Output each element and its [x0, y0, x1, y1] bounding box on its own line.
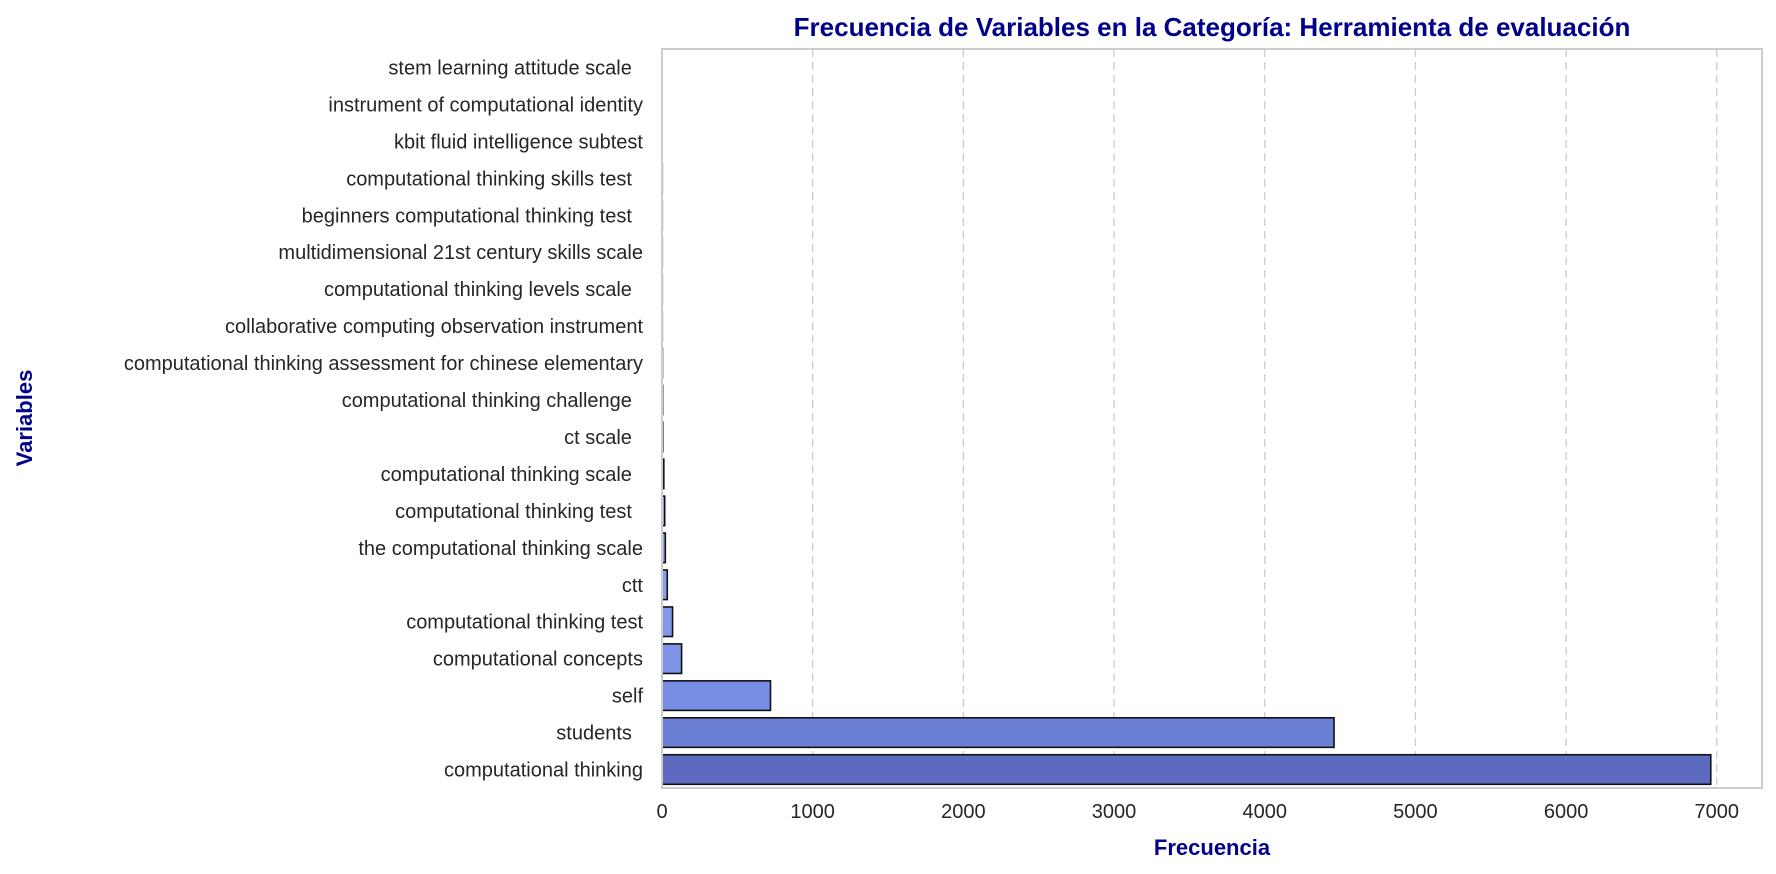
y-tick-label: beginners computational thinking test — [302, 205, 643, 227]
bar — [661, 680, 772, 712]
x-tick-label: 5000 — [1393, 801, 1438, 823]
chart-title: Frecuencia de Variables en la Categoría:… — [794, 12, 1631, 42]
y-tick-label: computational thinking skills test — [346, 168, 643, 190]
x-axis-label: Frecuencia — [1154, 835, 1271, 860]
plot-frame — [661, 48, 1763, 789]
y-tick-label: computational thinking — [444, 760, 643, 782]
x-tick-labels: 0 1000 2000 3000 4000 5000 6000 7000 — [656, 801, 1739, 823]
x-tick-label: 6000 — [1544, 801, 1589, 823]
x-tick-label: 0 — [656, 801, 667, 823]
bar — [661, 643, 683, 675]
x-tick-label: 7000 — [1695, 801, 1740, 823]
y-tick-label: collaborative computing observation inst… — [225, 316, 643, 338]
x-tick-label: 4000 — [1242, 801, 1287, 823]
y-tick-label: computational concepts — [433, 649, 643, 671]
y-tick-label: ctt — [622, 575, 644, 597]
bar — [661, 716, 1335, 749]
bar — [661, 606, 674, 638]
bars — [661, 51, 1712, 786]
y-tick-label: computational thinking challenge — [342, 390, 643, 412]
y-tick-label: instrument of computational identity — [328, 94, 643, 116]
y-tick-label: computational thinking test — [395, 501, 643, 523]
gridlines — [812, 49, 1718, 788]
y-tick-label: computational thinking scale — [381, 464, 643, 486]
x-tick-label: 2000 — [941, 801, 986, 823]
y-tick-labels: stem learning attitude scale instrument … — [124, 57, 644, 781]
y-tick-label: multidimensional 21st century skills sca… — [278, 242, 643, 264]
y-tick-label: ct scale — [564, 427, 643, 449]
y-tick-label: the computational thinking scale — [358, 538, 643, 560]
y-tick-label: kbit fluid intelligence subtest — [394, 131, 643, 153]
x-tick-label: 1000 — [790, 801, 835, 823]
x-tick-label: 3000 — [1092, 801, 1137, 823]
y-tick-label: computational thinking test — [406, 612, 643, 634]
y-tick-label: computational thinking assessment for ch… — [124, 353, 643, 375]
y-tick-label: self — [612, 686, 644, 708]
y-tick-label: students — [556, 723, 643, 745]
y-tick-label: computational thinking levels scale — [324, 279, 643, 301]
y-tick-label: stem learning attitude scale — [388, 57, 643, 79]
y-axis-label: Variables — [12, 370, 37, 467]
bar — [661, 753, 1712, 786]
